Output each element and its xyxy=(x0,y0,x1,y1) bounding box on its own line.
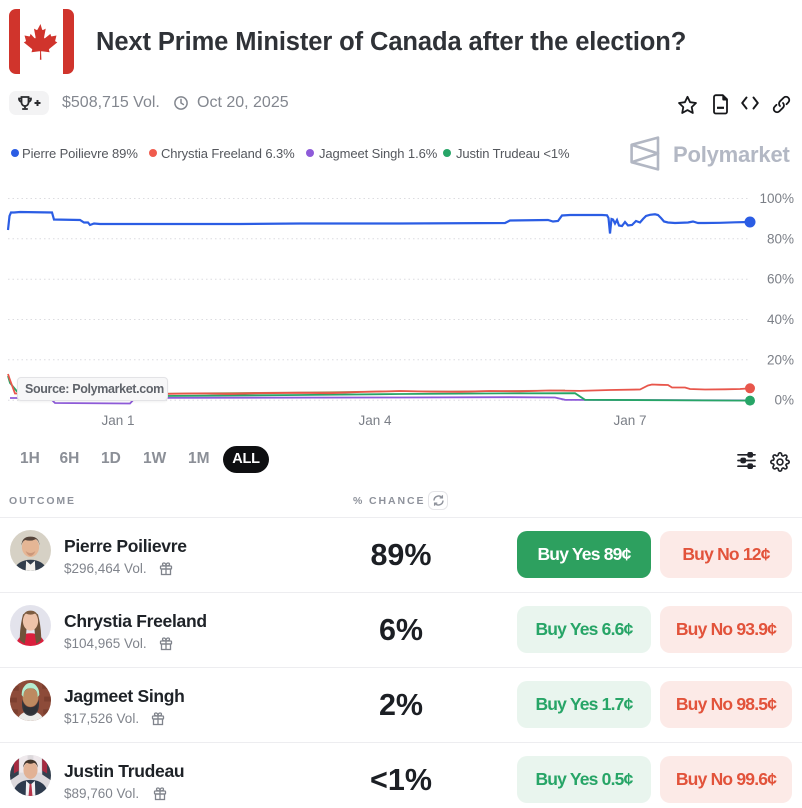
svg-text:60%: 60% xyxy=(767,272,794,287)
svg-text:Jan 4: Jan 4 xyxy=(358,413,392,428)
svg-text:40%: 40% xyxy=(767,312,794,327)
svg-text:0%: 0% xyxy=(774,393,794,408)
svg-text:20%: 20% xyxy=(767,352,794,367)
svg-text:Jan 7: Jan 7 xyxy=(613,413,646,428)
svg-text:80%: 80% xyxy=(767,231,794,246)
svg-text:Jan 1: Jan 1 xyxy=(101,413,134,428)
svg-text:100%: 100% xyxy=(759,191,794,206)
